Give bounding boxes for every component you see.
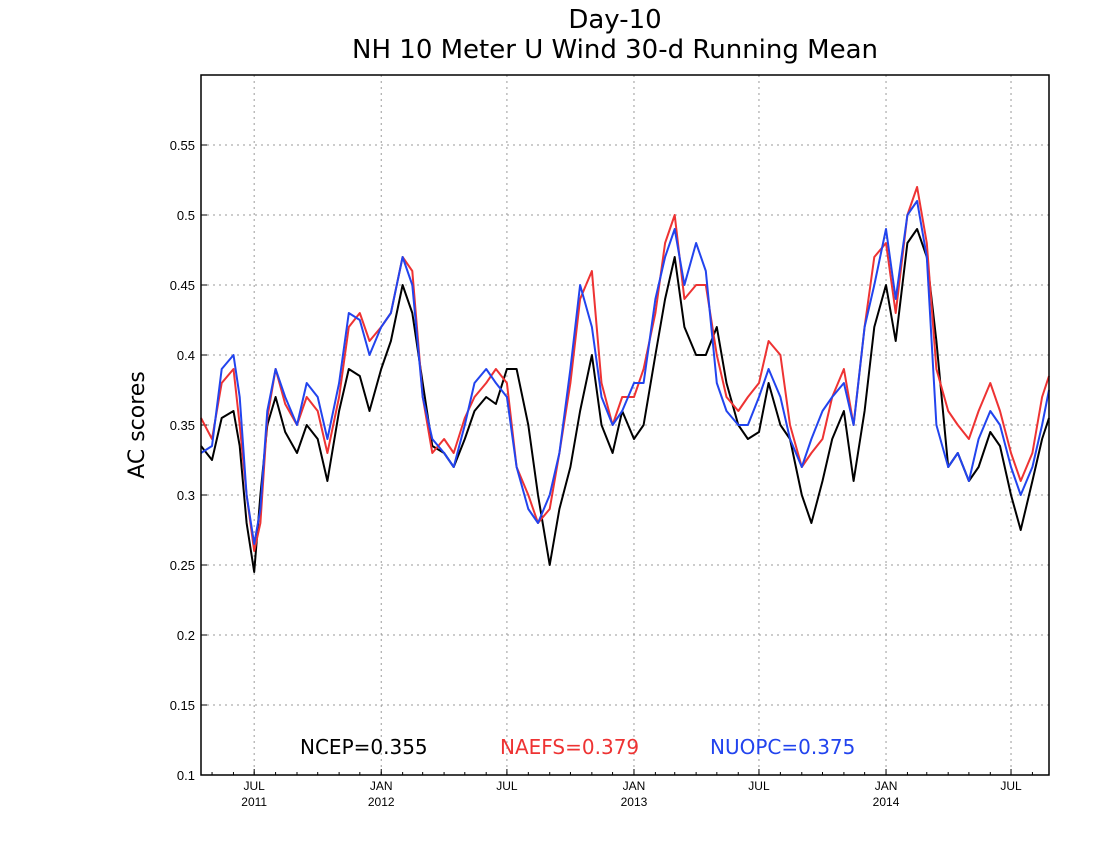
stat-naefs: NAEFS=0.379	[500, 735, 639, 759]
x-tick-year: 2011	[241, 795, 267, 809]
y-tick-label: 0.25	[170, 558, 195, 573]
series-line-naefs	[200, 186, 1050, 552]
y-tick-label: 0.3	[177, 488, 195, 503]
x-tick-year: 2012	[368, 795, 395, 809]
x-tick-year: 2014	[873, 795, 900, 809]
stat-ncep: NCEP=0.355	[300, 735, 428, 759]
grid	[201, 75, 1049, 776]
y-tick-label: 0.4	[177, 348, 195, 363]
y-tick-label: 0.55	[170, 138, 195, 153]
series-lines	[200, 186, 1050, 573]
x-tick-month: JAN	[875, 779, 898, 793]
y-tick-label: 0.5	[177, 208, 195, 223]
x-tick-year: 2013	[621, 795, 648, 809]
x-tick-month: JUL	[496, 779, 518, 793]
chart-subtitle: NH 10 Meter U Wind 30-d Running Mean	[352, 35, 878, 65]
y-tick-label: 0.15	[170, 698, 195, 713]
y-tick-label: 0.45	[170, 278, 195, 293]
y-tick-label: 0.2	[177, 628, 195, 643]
stat-nuopc: NUOPC=0.375	[710, 735, 855, 759]
x-tick-month: JUL	[244, 779, 266, 793]
series-line-nuopc	[200, 200, 1050, 545]
x-tick-month: JAN	[370, 779, 393, 793]
plot-frame	[200, 74, 1050, 776]
x-tick-month: JUL	[748, 779, 770, 793]
y-axis-label: AC scores	[125, 371, 150, 479]
y-tick-label: 0.35	[170, 418, 195, 433]
y-tick-labels: 0.1 0.15 0.2 0.25 0.3 0.35 0.4 0.45 0.5 0.55	[170, 138, 195, 783]
chart-title: Day-10	[568, 5, 661, 35]
axes	[200, 74, 1050, 776]
y-tick-label: 0.1	[177, 768, 195, 783]
x-tick-labels: JUL 2011 JAN 2012 JUL JAN 2013 JUL JAN 2014 JUL	[241, 779, 1022, 809]
series-line-ncep	[200, 228, 1050, 573]
x-tick-month: JUL	[1000, 779, 1022, 793]
legend-stats: NCEP=0.355 NAEFS=0.379 NUOPC=0.375	[300, 735, 855, 759]
x-tick-month: JAN	[623, 779, 646, 793]
